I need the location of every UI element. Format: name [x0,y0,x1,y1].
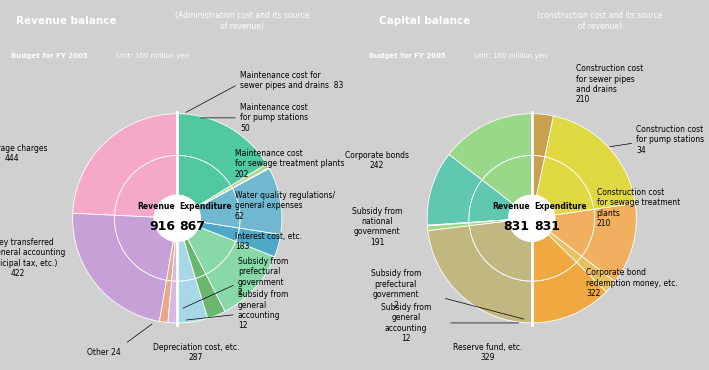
Text: Expenditure: Expenditure [179,202,232,211]
Text: Maintenance cost for
sewer pipes and drains  83: Maintenance cost for sewer pipes and dra… [240,71,343,90]
Wedge shape [532,262,606,323]
Text: Budget for FY 2005: Budget for FY 2005 [369,53,446,60]
Text: Construction cost
for sewage treatment
plants
210: Construction cost for sewage treatment p… [596,188,680,228]
Wedge shape [197,188,233,207]
Wedge shape [235,228,281,257]
Text: Sewerage charges
444: Sewerage charges 444 [0,144,48,163]
Text: 831: 831 [534,221,560,233]
Circle shape [155,195,200,241]
Wedge shape [449,114,532,180]
Text: (construction cost and its source
of revenue): (construction cost and its source of rev… [537,11,663,31]
Wedge shape [427,155,482,225]
Text: Subsidy from
prefectural
government
2: Subsidy from prefectural government 2 [371,269,421,310]
Wedge shape [582,203,637,282]
Wedge shape [469,180,513,222]
Text: Revenue: Revenue [138,202,175,211]
Wedge shape [548,232,582,262]
Text: Subsidy from
general
accounting
12: Subsidy from general accounting 12 [381,303,431,343]
Wedge shape [177,278,208,323]
Text: 916: 916 [149,221,175,233]
Text: Construction cost
for pump stations
34: Construction cost for pump stations 34 [637,125,705,155]
Wedge shape [199,222,239,241]
Text: Revenue balance: Revenue balance [16,16,117,26]
Text: Subsidy from
general
accounting
12: Subsidy from general accounting 12 [238,290,289,330]
Wedge shape [72,213,167,322]
Wedge shape [196,274,225,318]
Wedge shape [469,220,509,226]
Wedge shape [177,155,231,206]
Wedge shape [532,235,576,281]
Wedge shape [177,240,196,281]
Text: Maintenance cost
for sewage treatment plants
202: Maintenance cost for sewage treatment pl… [235,149,345,179]
Wedge shape [469,220,509,223]
Text: Corporate bond
redemption money, etc.
322: Corporate bond redemption money, etc. 32… [586,268,678,298]
Text: Reserve fund, etc.
329: Reserve fund, etc. 329 [453,343,523,362]
Wedge shape [160,280,172,323]
Wedge shape [532,155,545,196]
Wedge shape [73,114,177,215]
Wedge shape [184,239,206,278]
Wedge shape [537,157,594,215]
Wedge shape [482,155,532,204]
Wedge shape [233,168,269,188]
Wedge shape [231,164,269,188]
Wedge shape [197,186,233,207]
Wedge shape [167,241,175,281]
Wedge shape [188,227,235,274]
Wedge shape [172,241,177,281]
Text: Depreciation cost, etc.
287: Depreciation cost, etc. 287 [153,343,239,362]
Wedge shape [545,116,635,209]
Wedge shape [576,256,615,292]
Wedge shape [168,281,177,323]
Wedge shape [115,155,177,217]
Text: Expenditure: Expenditure [534,202,586,211]
Wedge shape [532,114,553,157]
Text: Revenue: Revenue [492,202,530,211]
Wedge shape [114,215,173,280]
Text: Unit: 100 million yen: Unit: 100 million yen [116,53,189,60]
Wedge shape [550,209,595,256]
Text: Construction cost
for sewer pipes
and drains
210: Construction cost for sewer pipes and dr… [576,64,643,104]
Text: Corporate bonds
242: Corporate bonds 242 [345,151,409,171]
Text: Unit: 100 million yen: Unit: 100 million yen [474,53,547,60]
Wedge shape [469,221,532,281]
Text: Capital balance: Capital balance [379,16,470,26]
Text: Subsidy from
national
government
191: Subsidy from national government 191 [352,206,402,247]
Text: Budget for FY 2005: Budget for FY 2005 [11,53,88,60]
Wedge shape [177,114,267,186]
Text: 867: 867 [179,221,206,233]
Wedge shape [233,168,282,235]
Text: 831: 831 [503,221,530,233]
Text: Interest cost, etc.
183: Interest cost, etc. 183 [235,232,302,251]
Wedge shape [206,241,274,312]
Wedge shape [428,226,532,323]
Wedge shape [428,222,469,226]
Text: Maintenance cost
for pump stations
50: Maintenance cost for pump stations 50 [240,103,308,133]
Text: (Administration cost and its source
of revenue): (Administration cost and its source of r… [175,11,309,31]
Text: Other 24: Other 24 [87,348,121,357]
Wedge shape [428,223,469,231]
Text: Subsidy from
prefectural
government
2: Subsidy from prefectural government 2 [238,257,289,297]
Circle shape [509,195,554,241]
Wedge shape [198,188,240,228]
Text: Money transferred
from general accounting
(municipal tax, etc.)
422: Money transferred from general accountin… [0,238,65,278]
Text: Water quality regulations/
general expenses
62: Water quality regulations/ general expen… [235,191,335,221]
